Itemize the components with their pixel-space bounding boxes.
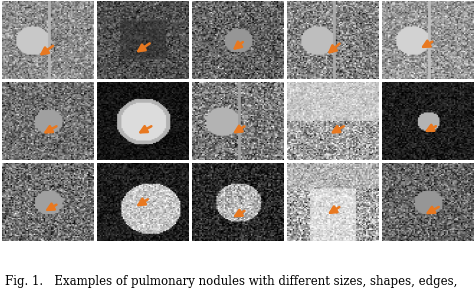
Text: Fig. 1.   Examples of pulmonary nodules with different sizes, shapes, edges,: Fig. 1. Examples of pulmonary nodules wi… [5, 275, 457, 288]
